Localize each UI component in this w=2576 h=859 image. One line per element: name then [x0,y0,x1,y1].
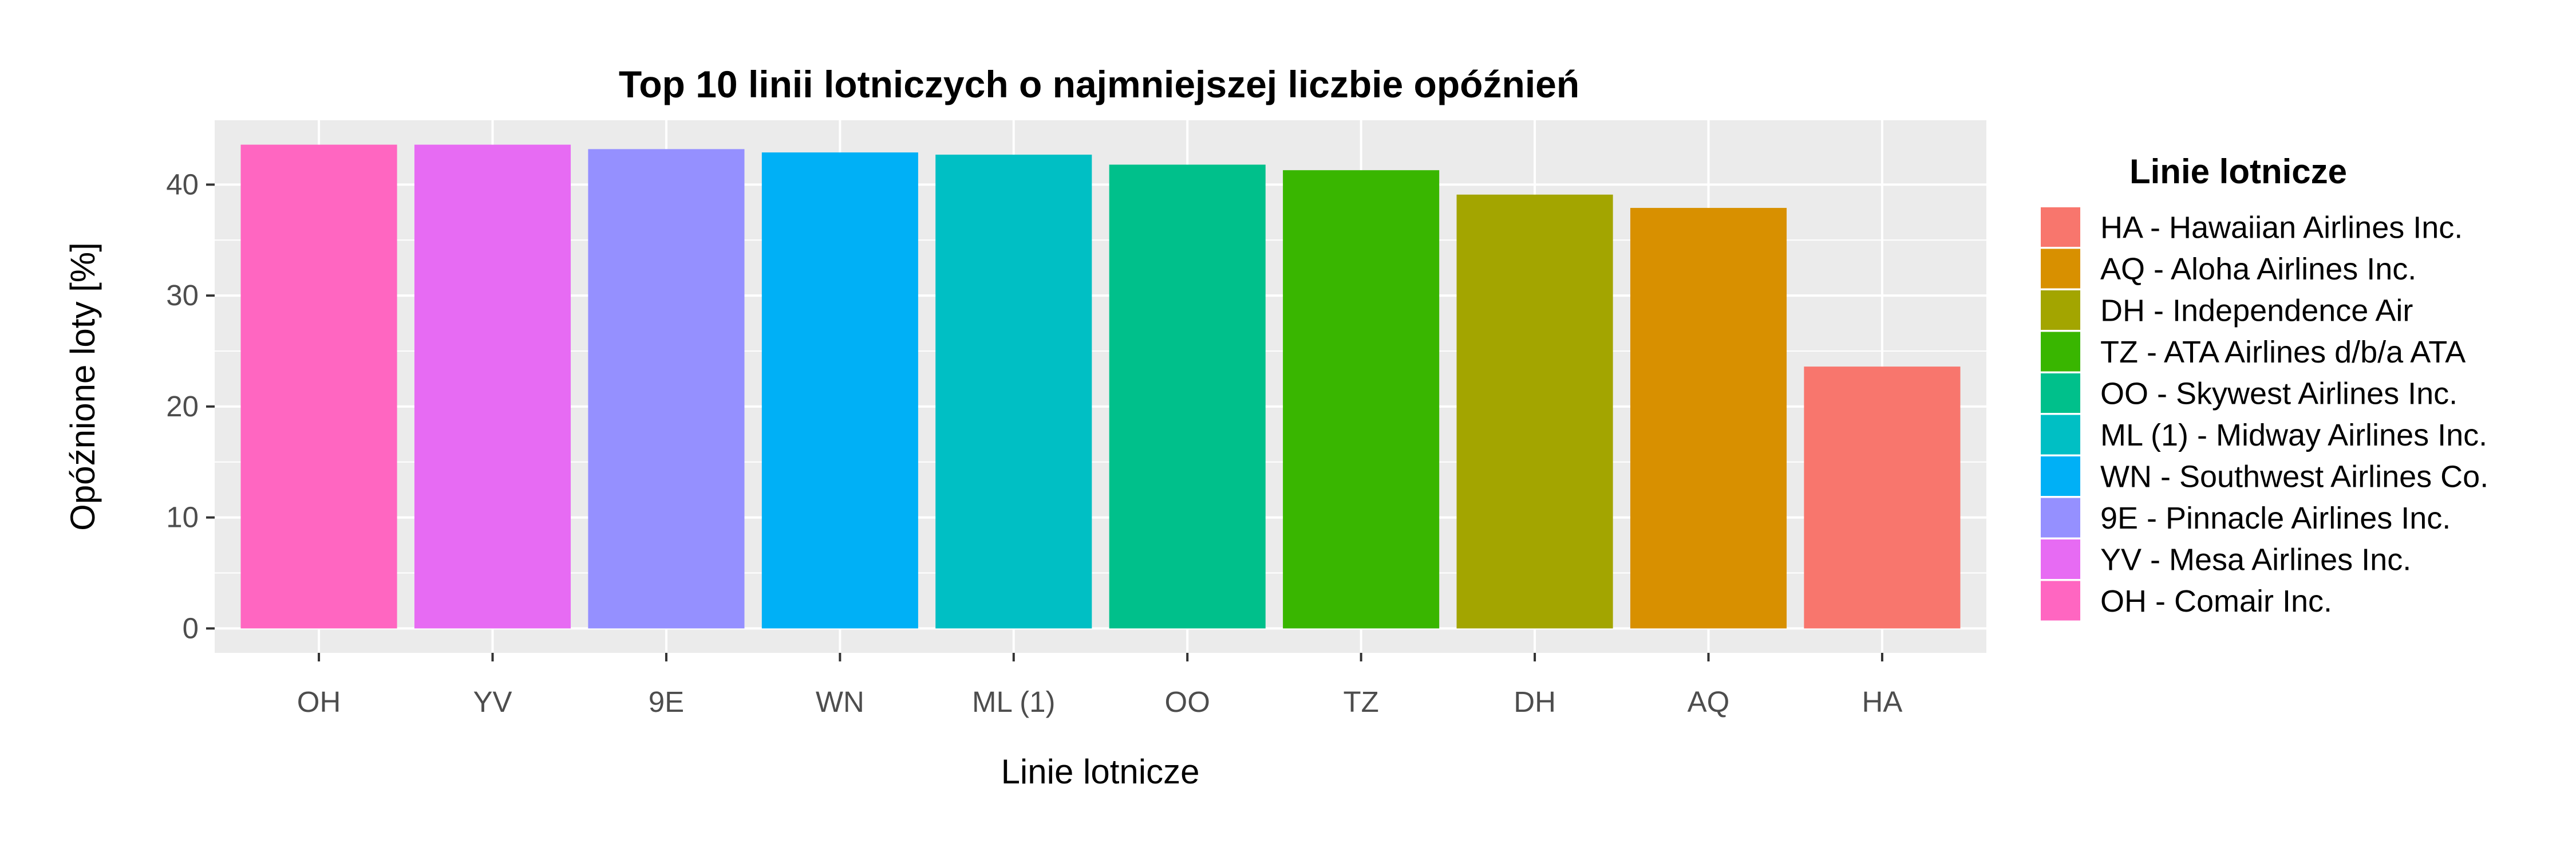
x-tick-label: OO [1165,685,1210,718]
bars [240,144,1961,629]
y-tick-label: 30 [166,279,199,312]
legend-label: DH - Independence Air [2100,294,2413,328]
bar-oh [240,144,397,629]
y-axis-title: Opóźnione loty [%] [64,242,102,531]
legend-label: HA - Hawaiian Airlines Inc. [2100,211,2463,245]
legend-key [2041,332,2080,372]
legend-key [2041,581,2080,621]
legend-label: AQ - Aloha Airlines Inc. [2100,252,2416,286]
x-tick-label: HA [1862,685,1903,718]
x-axis-title: Linie lotnicze [1001,752,1200,791]
x-tick-label: 9E [649,685,684,718]
legend-key [2041,415,2080,455]
bar-ha [1804,367,1961,629]
x-tick-label: YV [473,685,512,718]
bar-dh [1456,194,1613,629]
bar-ml-1 [935,155,1092,629]
legend-key [2041,456,2080,496]
legend-key [2041,249,2080,289]
x-axis: OH YV 9E WN ML (1) OO TZ DH AQ HA [297,653,1903,718]
legend-key [2041,498,2080,538]
bar-9e [588,149,745,629]
bar-aq [1630,208,1787,629]
legend-title: Linie lotnicze [2129,152,2347,191]
legend-label: OO - Skywest Airlines Inc. [2100,377,2458,411]
legend-label: ML (1) - Midway Airlines Inc. [2100,418,2487,452]
y-tick-label: 0 [183,612,199,644]
x-tick-label: TZ [1343,685,1378,718]
bar-yv [414,144,571,629]
y-tick-label: 10 [166,501,199,534]
legend-label: TZ - ATA Airlines d/b/a ATA [2100,335,2466,369]
x-tick-label: ML (1) [972,685,1055,718]
bar-oo [1109,164,1266,629]
legend-key [2041,539,2080,579]
x-tick-label: WN [816,685,864,718]
y-tick-label: 40 [166,168,199,200]
y-tick-label: 20 [166,390,199,423]
chart-title: Top 10 linii lotniczych o najmniejszej l… [619,63,1579,105]
legend-label: 9E - Pinnacle Airlines Inc. [2100,501,2451,535]
legend-label: WN - Southwest Airlines Co. [2100,460,2488,494]
legend-label: YV - Mesa Airlines Inc. [2100,543,2411,577]
y-axis: 0 10 20 30 40 [166,168,215,644]
bar-tz [1283,170,1440,629]
legend-label: OH - Comair Inc. [2100,584,2332,618]
x-tick-label: AQ [1688,685,1730,718]
x-tick-label: OH [297,685,341,718]
bar-wn [761,152,918,629]
x-tick-label: DH [1514,685,1556,718]
legend-key [2041,207,2080,247]
legend-key [2041,290,2080,330]
legend: HA - Hawaiian Airlines Inc. AQ - Aloha Ai… [2041,207,2488,621]
legend-key [2041,373,2080,413]
